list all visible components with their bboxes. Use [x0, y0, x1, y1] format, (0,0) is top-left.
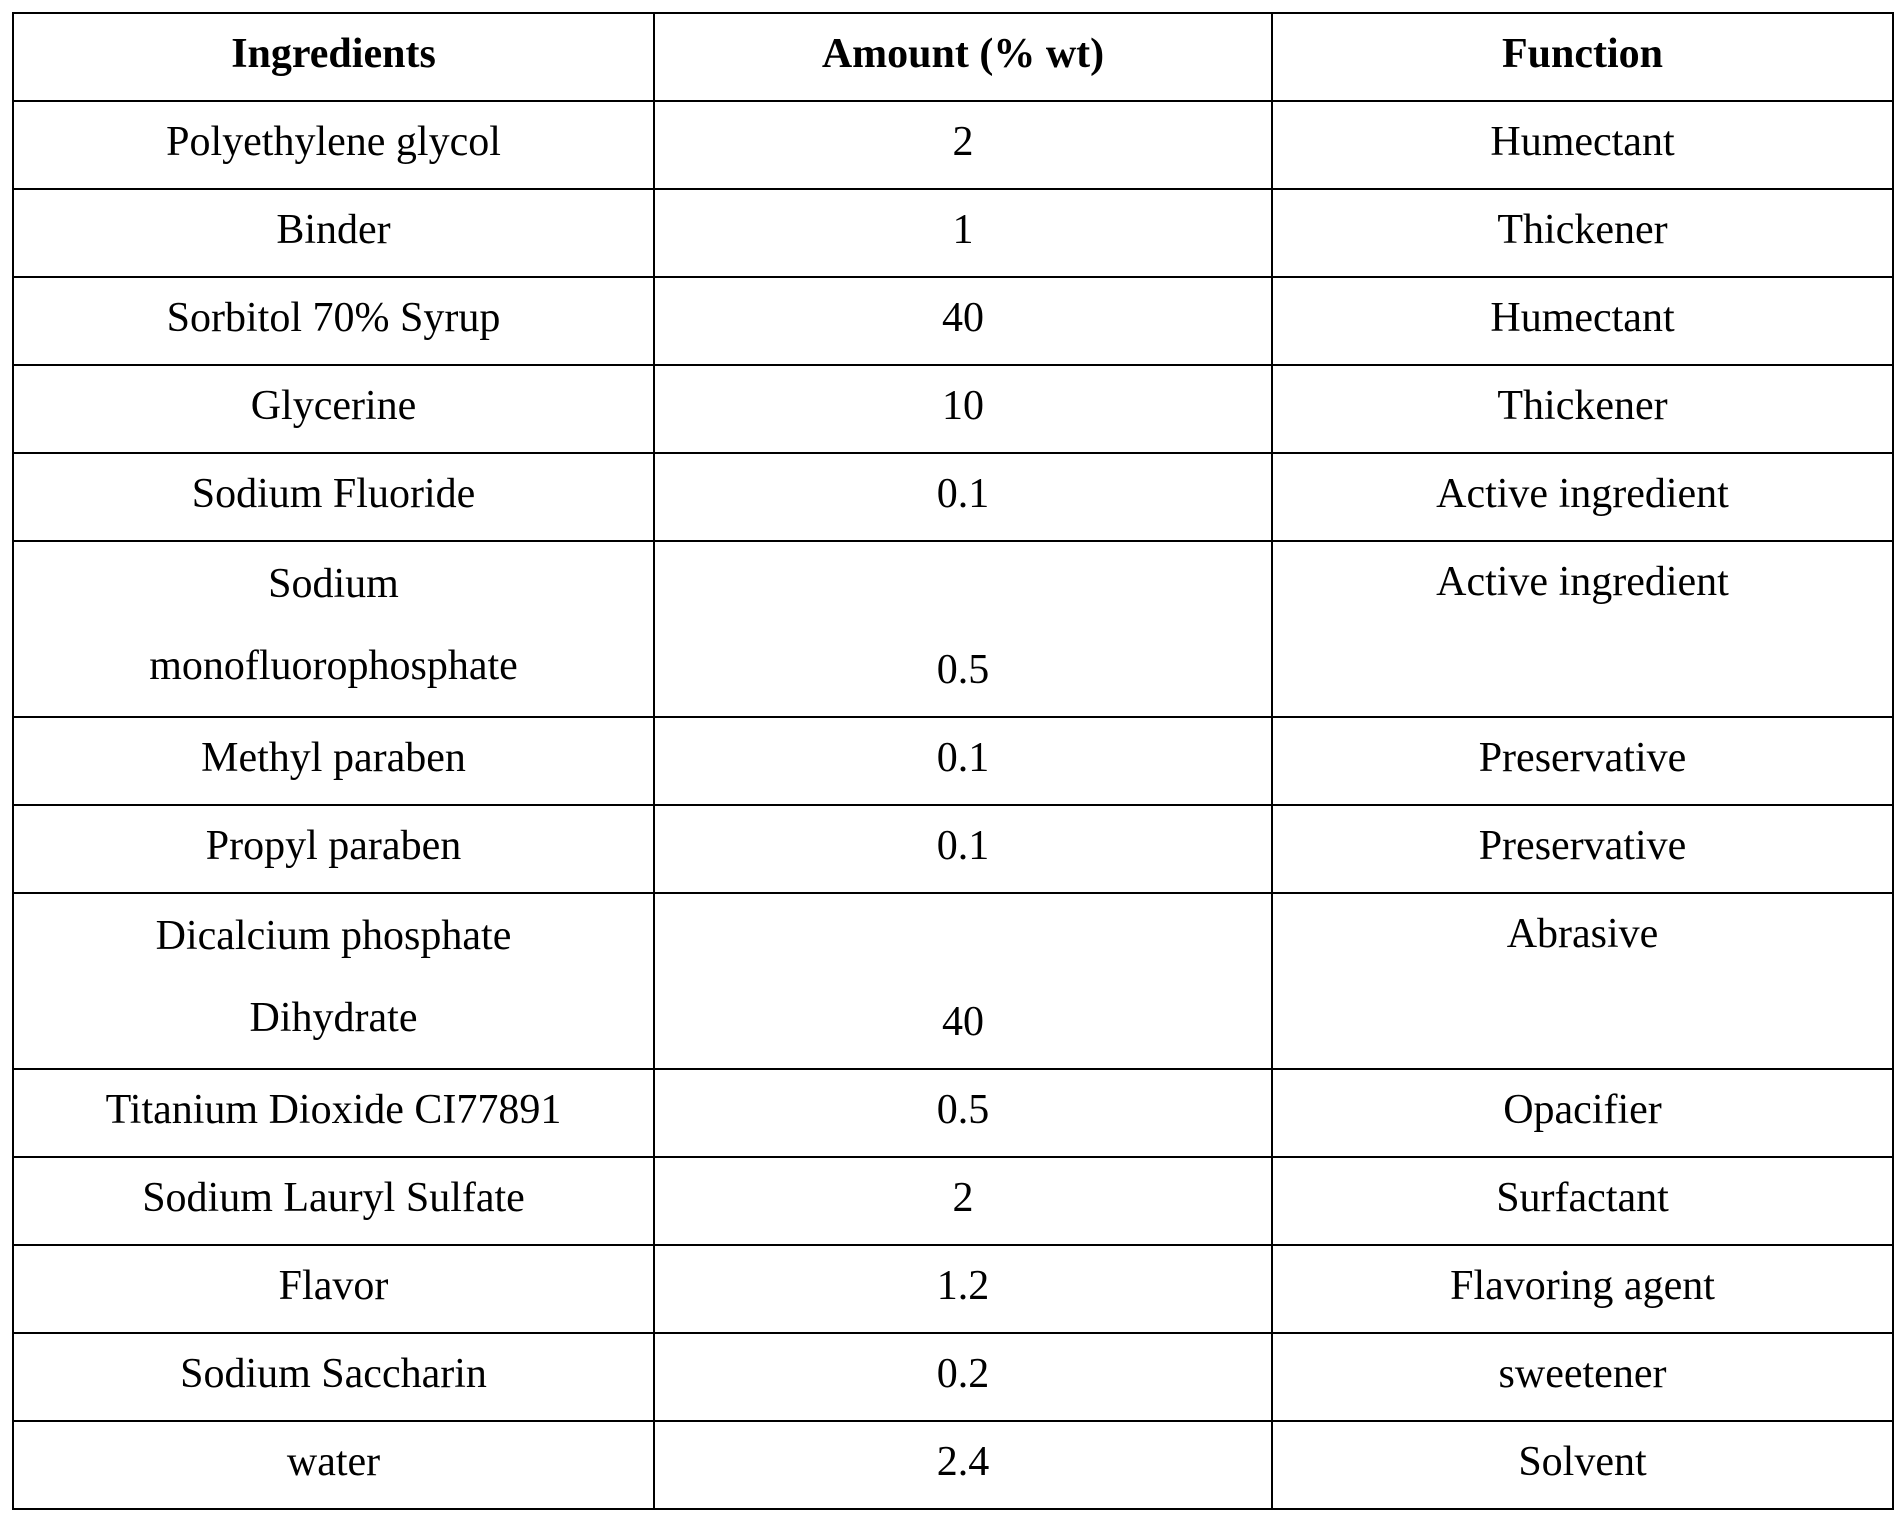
- function-cell: Active ingredient: [1272, 453, 1893, 541]
- ingredient-cell: Sorbitol 70% Syrup: [13, 277, 654, 365]
- amount-cell: 0.2: [654, 1333, 1272, 1421]
- function-cell: Humectant: [1272, 277, 1893, 365]
- amount-cell: 0.1: [654, 717, 1272, 805]
- ingredient-cell: Propyl paraben: [13, 805, 654, 893]
- function-cell: Thickener: [1272, 365, 1893, 453]
- table-row: Titanium Dioxide CI778910.5Opacifier: [13, 1069, 1893, 1157]
- amount-cell: 0.1: [654, 805, 1272, 893]
- function-cell: sweetener: [1272, 1333, 1893, 1421]
- table-row: Sorbitol 70% Syrup40Humectant: [13, 277, 1893, 365]
- function-cell: Preservative: [1272, 805, 1893, 893]
- ingredient-line: Dihydrate: [14, 976, 653, 1058]
- amount-cell: 1.2: [654, 1245, 1272, 1333]
- amount-cell: 0.1: [654, 453, 1272, 541]
- function-cell: Opacifier: [1272, 1069, 1893, 1157]
- table-row: Sodium Fluoride0.1Active ingredient: [13, 453, 1893, 541]
- amount-cell: 10: [654, 365, 1272, 453]
- ingredient-line: monofluorophosphate: [14, 624, 653, 706]
- table-row: water2.4Solvent: [13, 1421, 1893, 1509]
- ingredient-cell: Methyl paraben: [13, 717, 654, 805]
- function-cell: Active ingredient: [1272, 541, 1893, 717]
- table-row: Glycerine10Thickener: [13, 365, 1893, 453]
- ingredient-line: Dicalcium phosphate: [14, 894, 653, 976]
- table-row: Binder1Thickener: [13, 189, 1893, 277]
- table-row: Dicalcium phosphateDihydrate40Abrasive: [13, 893, 1893, 1069]
- amount-cell: 40: [654, 277, 1272, 365]
- function-cell: Abrasive: [1272, 893, 1893, 1069]
- function-cell: Preservative: [1272, 717, 1893, 805]
- amount-cell: 40: [654, 893, 1272, 1069]
- amount-cell: 0.5: [654, 541, 1272, 717]
- table-row: Sodium Saccharin0.2sweetener: [13, 1333, 1893, 1421]
- header-function: Function: [1272, 13, 1893, 101]
- function-cell: Solvent: [1272, 1421, 1893, 1509]
- table-row: Polyethylene glycol2Humectant: [13, 101, 1893, 189]
- table-row: Methyl paraben0.1Preservative: [13, 717, 1893, 805]
- function-cell: Humectant: [1272, 101, 1893, 189]
- ingredients-table: Ingredients Amount (% wt) Function Polye…: [12, 12, 1894, 1510]
- header-row: Ingredients Amount (% wt) Function: [13, 13, 1893, 101]
- table-row: Sodium Lauryl Sulfate2Surfactant: [13, 1157, 1893, 1245]
- amount-cell: 1: [654, 189, 1272, 277]
- ingredient-cell: Dicalcium phosphateDihydrate: [13, 893, 654, 1069]
- table-row: Sodiummonofluorophosphate0.5Active ingre…: [13, 541, 1893, 717]
- amount-cell: 2: [654, 101, 1272, 189]
- ingredient-cell: Flavor: [13, 1245, 654, 1333]
- function-cell: Surfactant: [1272, 1157, 1893, 1245]
- ingredient-cell: Sodiummonofluorophosphate: [13, 541, 654, 717]
- ingredient-cell: Polyethylene glycol: [13, 101, 654, 189]
- table-row: Propyl paraben0.1Preservative: [13, 805, 1893, 893]
- function-cell: Flavoring agent: [1272, 1245, 1893, 1333]
- ingredient-cell: water: [13, 1421, 654, 1509]
- ingredient-cell: Glycerine: [13, 365, 654, 453]
- header-ingredients: Ingredients: [13, 13, 654, 101]
- header-amount: Amount (% wt): [654, 13, 1272, 101]
- ingredient-cell: Sodium Fluoride: [13, 453, 654, 541]
- amount-cell: 0.5: [654, 1069, 1272, 1157]
- function-cell: Thickener: [1272, 189, 1893, 277]
- ingredient-line: Sodium: [14, 542, 653, 624]
- table-row: Flavor1.2Flavoring agent: [13, 1245, 1893, 1333]
- amount-cell: 2: [654, 1157, 1272, 1245]
- ingredient-cell: Sodium Saccharin: [13, 1333, 654, 1421]
- ingredient-cell: Titanium Dioxide CI77891: [13, 1069, 654, 1157]
- ingredient-cell: Sodium Lauryl Sulfate: [13, 1157, 654, 1245]
- ingredient-cell: Binder: [13, 189, 654, 277]
- amount-cell: 2.4: [654, 1421, 1272, 1509]
